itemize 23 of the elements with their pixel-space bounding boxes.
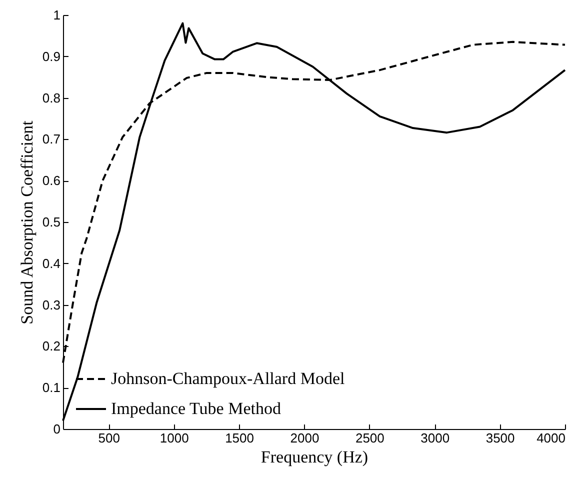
y-tick-label: 0.3 xyxy=(42,297,60,312)
x-tick-label: 3500 xyxy=(486,430,515,446)
x-tick-label: 3000 xyxy=(420,430,450,446)
y-tick-label: 0.1 xyxy=(42,380,60,396)
x-tick-label: 1000 xyxy=(160,430,189,446)
x-tick-label: 4000 xyxy=(536,430,566,446)
y-tick-label: 0.4 xyxy=(42,256,60,271)
x-tick-label: 500 xyxy=(98,430,120,446)
x-tick-label: 1500 xyxy=(225,430,254,446)
y-tick-label: 1 xyxy=(53,8,60,22)
legend-label: Johnson-Champoux-Allard Model xyxy=(111,369,345,388)
x-axis-title: Frequency (Hz) xyxy=(260,448,368,466)
legend-label: Impedance Tube Method xyxy=(111,399,282,418)
y-tick-label: 0.2 xyxy=(42,338,60,354)
y-tick-label: 0.8 xyxy=(42,90,60,106)
y-tick-label: 0.7 xyxy=(42,132,60,147)
y-tick-label: 0.9 xyxy=(42,48,60,64)
x-tick-label: 2000 xyxy=(290,430,320,446)
x-tick-label: 2500 xyxy=(355,430,384,446)
y-tick-label: 0 xyxy=(53,422,60,436)
y-tick-label: 0.6 xyxy=(42,173,60,188)
y-axis-title: Sound Absorption Coefficient xyxy=(17,120,36,324)
y-tick-label: 0.5 xyxy=(42,214,60,230)
